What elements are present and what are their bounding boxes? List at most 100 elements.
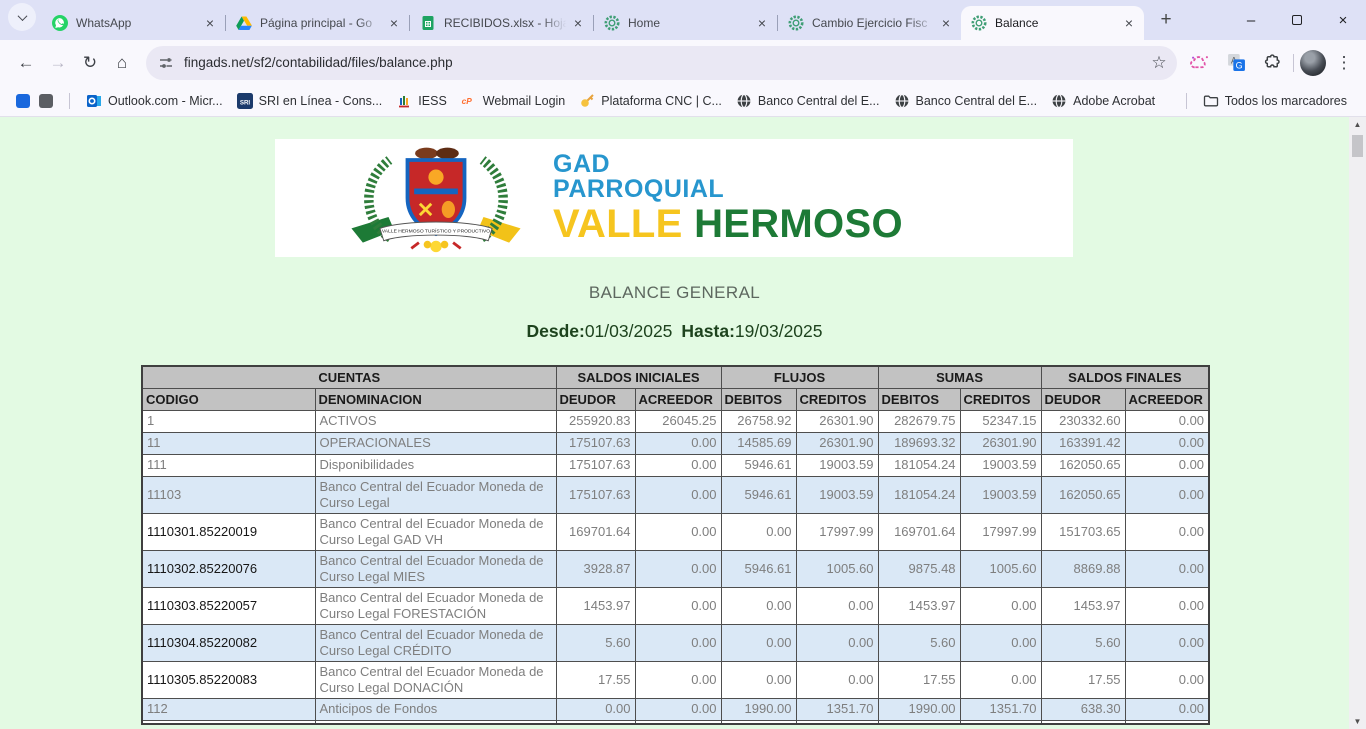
fingads-favicon-icon xyxy=(604,15,620,31)
profile-avatar[interactable] xyxy=(1300,49,1326,76)
balance-table: CUENTAS SALDOS INICIALES FLUJOS SUMAS SA… xyxy=(141,365,1211,725)
cell-su-debitos: 1990.00 xyxy=(877,697,961,721)
forward-button[interactable]: → xyxy=(49,52,67,72)
site-settings-icon[interactable] xyxy=(158,55,174,71)
tab-close-icon[interactable]: × xyxy=(389,15,399,31)
tab-divider xyxy=(777,15,778,31)
tab-title: Página principal - Go xyxy=(260,16,373,30)
cell-fl-creditos: 0.00 xyxy=(795,660,879,699)
close-button[interactable]: × xyxy=(1338,11,1348,29)
date-from-value: 01/03/2025 xyxy=(584,321,673,341)
extensions-puzzle-icon[interactable] xyxy=(1257,48,1287,78)
cell-si-acreedor: 0.00 xyxy=(634,453,722,477)
cell-su-debitos: 5.60 xyxy=(877,623,961,662)
cell-codigo: 1 xyxy=(141,409,316,433)
cell-sf-deudor: 151703.65 xyxy=(1040,512,1126,551)
tab-balance-active[interactable]: Balance × xyxy=(961,6,1144,40)
col-sf-acreedor: ACREEDOR xyxy=(1124,387,1210,411)
tab-strip: WhatsApp × Página principal - Go × RECIB… xyxy=(0,0,1366,40)
cell-denominacion: OPERACIONALES xyxy=(314,431,557,455)
tab-close-icon[interactable]: × xyxy=(941,15,951,31)
whatsapp-favicon-icon xyxy=(52,15,68,31)
scroll-down-icon[interactable]: ▼ xyxy=(1353,717,1362,726)
tab-divider xyxy=(409,15,410,31)
bookmark-banco-central-2[interactable]: Banco Central del E... xyxy=(887,90,1045,112)
pinned-app-gray-icon[interactable] xyxy=(39,93,53,108)
col-si-acreedor: ACREEDOR xyxy=(634,387,722,411)
browser-menu-icon[interactable]: ⋮ xyxy=(1335,52,1353,72)
tab-whatsapp[interactable]: WhatsApp × xyxy=(42,6,225,40)
tab-cambio-ejercicio[interactable]: Cambio Ejercicio Fisc × xyxy=(778,6,961,40)
cell-fl-creditos: 0.00 xyxy=(795,623,879,662)
cnc-icon xyxy=(579,93,595,109)
tab-home[interactable]: Home × xyxy=(594,6,777,40)
bookmark-banco-central-1[interactable]: Banco Central del E... xyxy=(729,90,887,112)
cell-su-creditos: 26301.90 xyxy=(959,431,1042,455)
translate-icon[interactable]: AG xyxy=(1221,48,1251,78)
globe-icon xyxy=(736,93,752,109)
bookmark-sri[interactable]: SRI SRI en Línea - Cons... xyxy=(230,90,390,112)
cell-sf-deudor: 8869.88 xyxy=(1040,549,1126,588)
fingads-favicon-icon xyxy=(971,15,987,31)
cell-sf-deudor: 162050.65 xyxy=(1040,453,1126,477)
date-range: Desde:01/03/2025 Hasta:19/03/2025 xyxy=(0,321,1349,342)
col-group-flujos: FLUJOS xyxy=(720,365,879,389)
all-bookmarks-button[interactable]: Todos los marcadores xyxy=(1196,90,1354,112)
cell-denominacion: Banco Central del Ecuador Moneda de Curs… xyxy=(314,549,557,588)
bookmark-webmail[interactable]: cP Webmail Login xyxy=(454,90,572,112)
minimize-button[interactable]: – xyxy=(1246,11,1256,29)
bookmark-iess[interactable]: IESS xyxy=(389,90,454,112)
tab-divider xyxy=(593,15,594,31)
bookmark-star-icon[interactable]: ☆ xyxy=(1151,52,1167,72)
address-bar[interactable]: fingads.net/sf2/contabilidad/files/balan… xyxy=(146,45,1177,80)
tab-sheets[interactable]: RECIBIDOS.xlsx - Hoja × xyxy=(410,6,593,40)
cell-su-debitos: 181054.24 xyxy=(877,475,961,514)
bookmark-adobe-acrobat[interactable]: Adobe Acrobat xyxy=(1044,90,1162,112)
sri-icon: SRI xyxy=(236,92,253,109)
cell-si-acreedor: 0.00 xyxy=(634,549,722,588)
home-button[interactable]: ⌂ xyxy=(116,52,128,72)
tab-close-icon[interactable]: × xyxy=(757,15,767,31)
bookmarks-divider xyxy=(69,92,70,109)
tab-search-button[interactable] xyxy=(8,3,36,31)
tab-drive[interactable]: Página principal - Go × xyxy=(226,6,409,40)
table-row: 1110301.85220019 Banco Central del Ecuad… xyxy=(141,512,1210,551)
scroll-up-icon[interactable]: ▲ xyxy=(1353,120,1362,129)
cell-denominacion: ACTIVOS xyxy=(314,409,557,433)
reload-button[interactable]: ↻ xyxy=(82,52,98,72)
outlook-icon xyxy=(86,93,102,109)
cell-fl-creditos: 19003.59 xyxy=(795,453,879,477)
page-content: VALLE HERMOSO TURÍSTICO Y PRODUCTIVO GAD… xyxy=(0,117,1366,729)
cell-fl-creditos: 0.00 xyxy=(795,586,879,625)
tab-close-icon[interactable]: × xyxy=(1124,15,1134,31)
back-button[interactable]: ← xyxy=(17,52,35,72)
cell-su-creditos: 0.00 xyxy=(959,660,1042,699)
cell-su-debitos: 282679.75 xyxy=(877,409,961,433)
url-text[interactable]: fingads.net/sf2/contabilidad/files/balan… xyxy=(184,55,453,70)
clipped-next-row xyxy=(141,719,1210,725)
cell-sf-acreedor: 0.00 xyxy=(1124,453,1210,477)
cell-si-acreedor: 26045.25 xyxy=(634,409,722,433)
extension-cloud-icon[interactable] xyxy=(1185,48,1215,78)
cell-denominacion: Banco Central del Ecuador Moneda de Curs… xyxy=(314,475,557,514)
bookmark-cnc[interactable]: Plataforma CNC | C... xyxy=(572,90,729,112)
cell-fl-creditos: 26301.90 xyxy=(795,409,879,433)
cell-denominacion: Anticipos de Fondos xyxy=(314,697,557,721)
pinned-app-blue-icon[interactable] xyxy=(16,93,30,108)
tab-close-icon[interactable]: × xyxy=(573,15,583,31)
cell-codigo: 1110304.85220082 xyxy=(141,623,316,662)
new-tab-button[interactable]: + xyxy=(1160,9,1172,30)
table-row: 111 Disponibilidades 175107.63 0.00 5946… xyxy=(141,453,1210,477)
cell-sf-acreedor: 0.00 xyxy=(1124,660,1210,699)
cell-su-creditos: 0.00 xyxy=(959,586,1042,625)
tab-close-icon[interactable]: × xyxy=(205,15,215,31)
cell-si-acreedor: 0.00 xyxy=(634,697,722,721)
col-group-sumas: SUMAS xyxy=(877,365,1042,389)
scrollbar-thumb[interactable] xyxy=(1352,135,1363,157)
tab-divider xyxy=(225,15,226,31)
cell-su-creditos: 17997.99 xyxy=(959,512,1042,551)
col-su-creditos: CREDITOS xyxy=(959,387,1042,411)
bookmark-outlook[interactable]: Outlook.com - Micr... xyxy=(79,90,230,112)
maximize-button[interactable] xyxy=(1274,0,1320,40)
vertical-scrollbar[interactable]: ▲ ▼ xyxy=(1349,117,1366,729)
